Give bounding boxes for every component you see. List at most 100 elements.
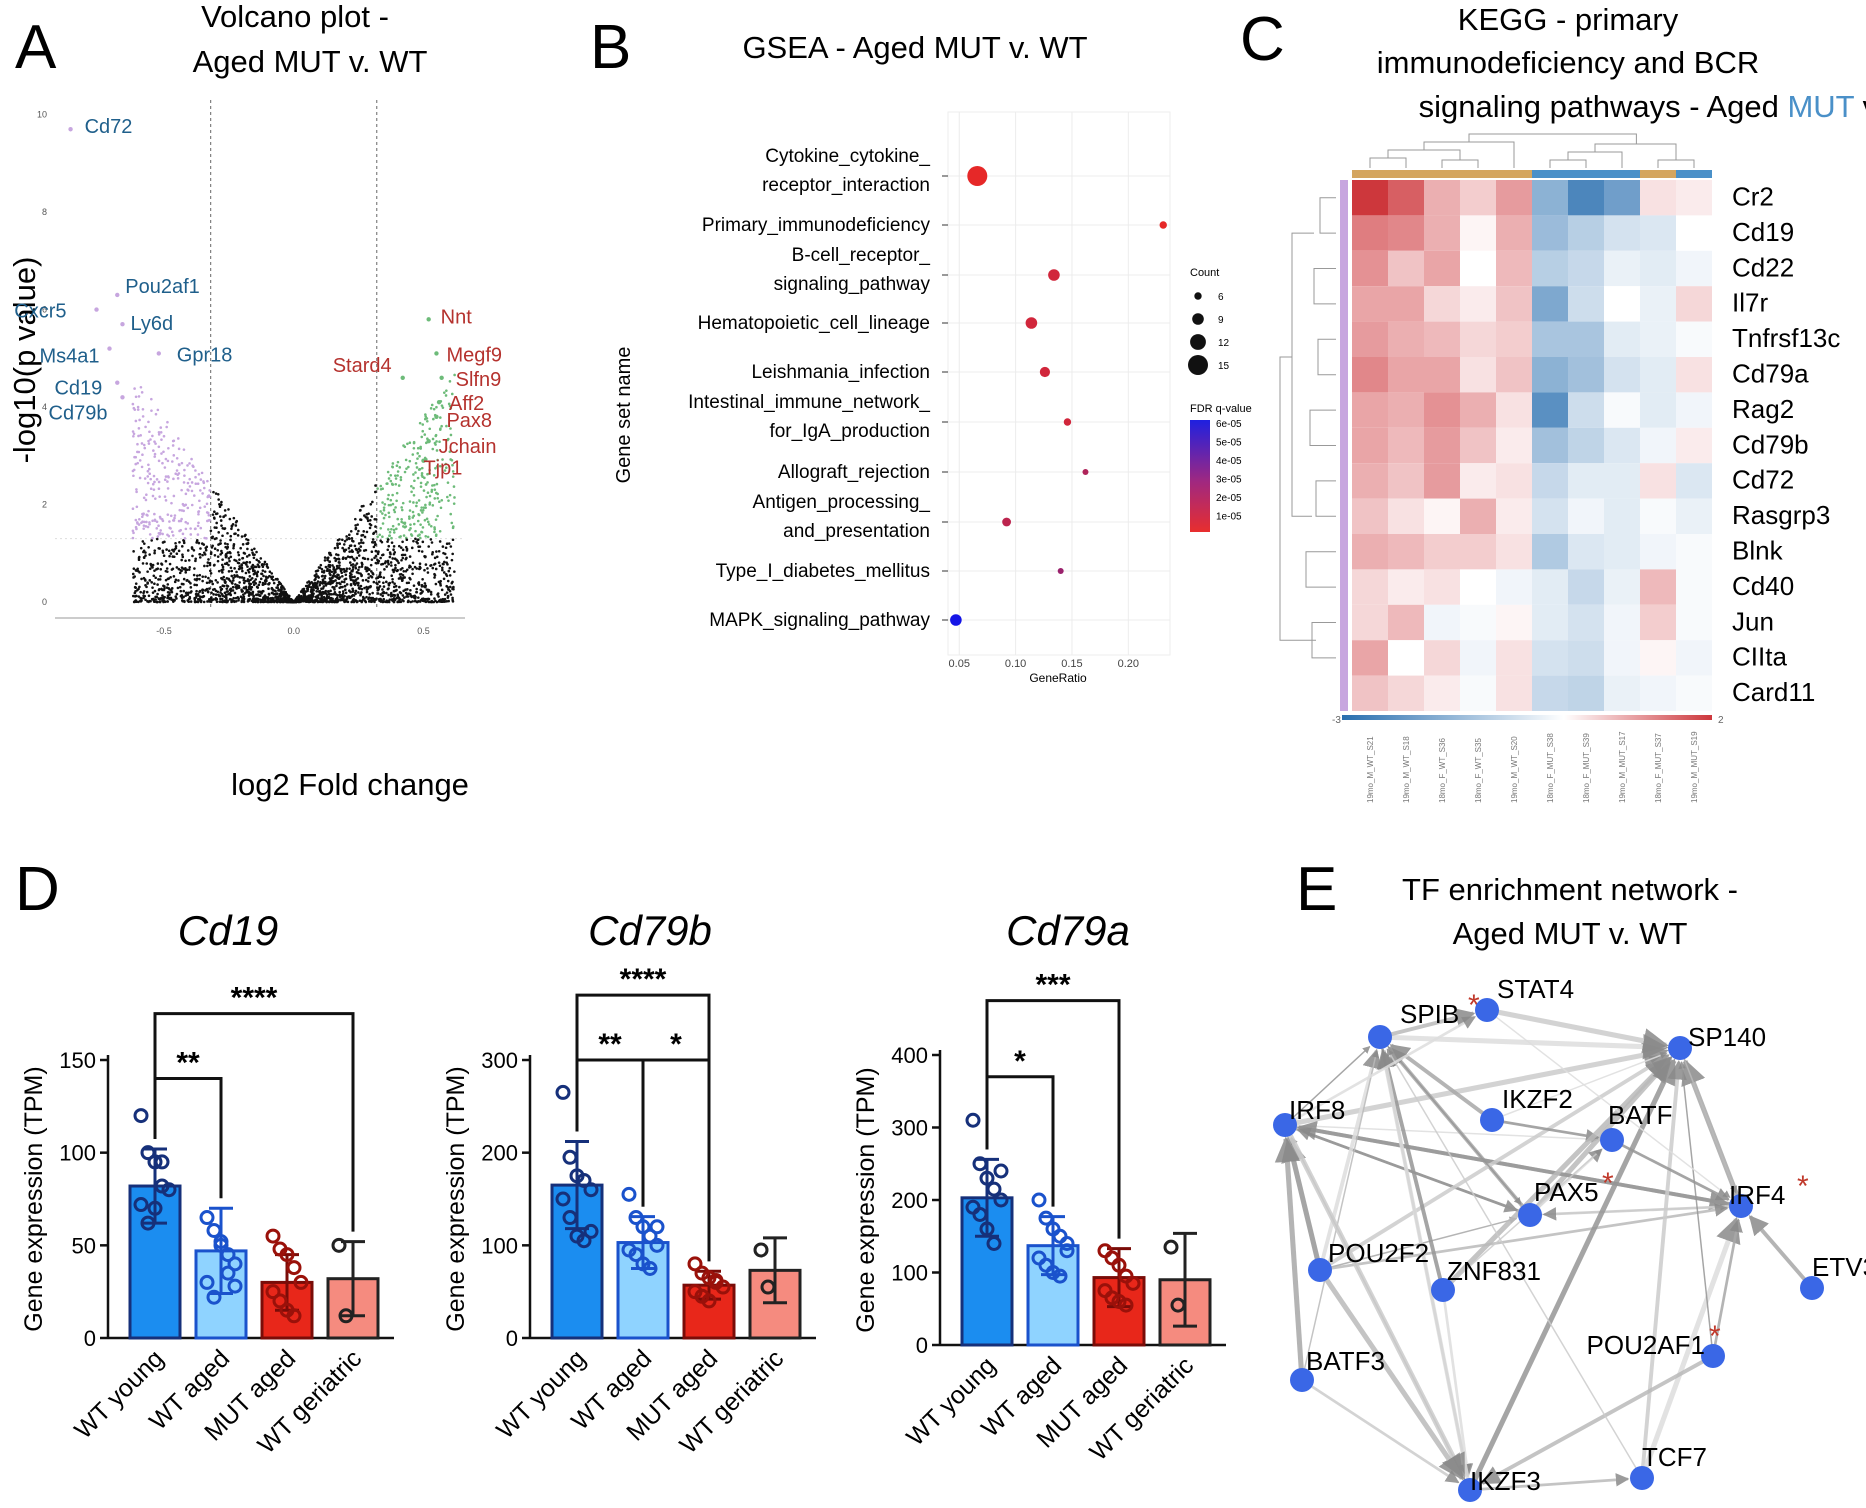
volcano-point bbox=[144, 525, 148, 528]
volcano-point bbox=[178, 540, 181, 544]
volcano-point bbox=[434, 534, 438, 538]
volcano-point bbox=[221, 568, 225, 571]
volcano-point bbox=[234, 600, 238, 603]
volcano-point bbox=[227, 508, 230, 511]
heatmap-cell bbox=[1388, 675, 1424, 711]
highlighted-point bbox=[115, 380, 120, 385]
gene-label: Ms4a1 bbox=[39, 346, 99, 368]
volcano-point bbox=[353, 575, 356, 579]
volcano-point bbox=[350, 563, 353, 567]
volcano-point bbox=[428, 494, 432, 498]
volcano-point bbox=[316, 600, 320, 603]
volcano-point bbox=[424, 503, 427, 507]
volcano-point bbox=[131, 402, 135, 406]
volcano-point bbox=[136, 569, 140, 573]
volcano-y-label: -log10(p value) bbox=[7, 257, 42, 464]
volcano-point bbox=[207, 576, 210, 580]
volcano-point bbox=[224, 545, 227, 549]
network-edge bbox=[1678, 1061, 1714, 1357]
volcano-point bbox=[385, 482, 388, 485]
data-point bbox=[1104, 1250, 1120, 1266]
data-point bbox=[562, 1210, 578, 1226]
volcano-point bbox=[417, 499, 421, 502]
node-label: IKZF2 bbox=[1502, 1084, 1573, 1114]
volcano-point bbox=[164, 475, 168, 478]
volcano-point bbox=[441, 458, 444, 461]
volcano-point bbox=[158, 578, 162, 581]
volcano-point bbox=[387, 528, 390, 531]
y-axis-label: Gene expression (TPM) bbox=[442, 1066, 470, 1331]
volcano-point bbox=[438, 540, 442, 543]
volcano-point bbox=[363, 586, 366, 590]
volcano-point bbox=[149, 487, 153, 491]
volcano-point bbox=[435, 600, 439, 604]
volcano-point bbox=[392, 531, 396, 534]
term-label: MAPK_signaling_pathway bbox=[709, 610, 930, 631]
volcano-point bbox=[437, 580, 441, 584]
volcano-point bbox=[349, 578, 353, 582]
volcano-point bbox=[431, 484, 434, 487]
volcano-point bbox=[374, 530, 378, 533]
tf-node-znf831: ZNF831 bbox=[1431, 1256, 1541, 1302]
volcano-point bbox=[411, 572, 414, 576]
data-point bbox=[760, 1279, 776, 1295]
volcano-point bbox=[151, 566, 154, 569]
volcano-point bbox=[155, 537, 159, 541]
volcano-point bbox=[134, 586, 138, 590]
volcano-point bbox=[370, 515, 374, 518]
heatmap-cell bbox=[1676, 675, 1712, 711]
volcano-point bbox=[435, 550, 438, 553]
volcano-point bbox=[363, 599, 367, 603]
volcano-point bbox=[436, 496, 440, 500]
network-edge bbox=[1486, 1009, 1731, 1199]
volcano-point bbox=[240, 567, 244, 570]
volcano-point bbox=[381, 562, 385, 566]
volcano-point bbox=[433, 497, 437, 500]
volcano-point bbox=[135, 505, 139, 509]
volcano-point bbox=[137, 558, 141, 562]
gsea-dot bbox=[950, 614, 962, 626]
volcano-point bbox=[394, 563, 397, 567]
volcano-point bbox=[396, 593, 400, 597]
volcano-point bbox=[208, 587, 211, 590]
heatmap-cell bbox=[1388, 286, 1424, 322]
volcano-point bbox=[345, 567, 349, 571]
volcano-point bbox=[448, 585, 452, 589]
volcano-point bbox=[148, 430, 151, 434]
volcano-point bbox=[272, 581, 276, 585]
volcano-point bbox=[186, 549, 190, 552]
volcano-point bbox=[392, 528, 396, 532]
volcano-point bbox=[447, 569, 451, 573]
data-point bbox=[583, 1223, 599, 1239]
volcano-point bbox=[381, 535, 384, 539]
volcano-point bbox=[436, 514, 439, 518]
volcano-point bbox=[213, 526, 217, 529]
volcano-point bbox=[173, 516, 176, 520]
volcano-point bbox=[375, 577, 378, 580]
volcano-point bbox=[154, 598, 157, 601]
volcano-point bbox=[248, 575, 252, 578]
heatmap-cell bbox=[1676, 534, 1712, 570]
volcano-point bbox=[246, 578, 250, 581]
volcano-point bbox=[196, 600, 200, 604]
volcano-point bbox=[409, 577, 412, 581]
volcano-point bbox=[140, 391, 144, 394]
data-point bbox=[562, 1149, 578, 1165]
heatmap-cell bbox=[1496, 569, 1532, 605]
volcano-point bbox=[165, 586, 169, 589]
volcano-point bbox=[192, 494, 196, 497]
volcano-point bbox=[390, 527, 393, 531]
highlighted-point bbox=[68, 127, 73, 132]
volcano-point bbox=[392, 600, 396, 604]
volcano-point bbox=[448, 566, 452, 570]
volcano-point bbox=[164, 457, 168, 461]
volcano-point bbox=[415, 466, 419, 469]
column-dendrogram-branch bbox=[1441, 159, 1479, 168]
network-edge bbox=[1379, 1036, 1522, 1205]
volcano-point bbox=[223, 595, 226, 598]
volcano-point bbox=[198, 573, 202, 577]
volcano-point bbox=[143, 477, 147, 480]
volcano-point bbox=[138, 517, 141, 521]
